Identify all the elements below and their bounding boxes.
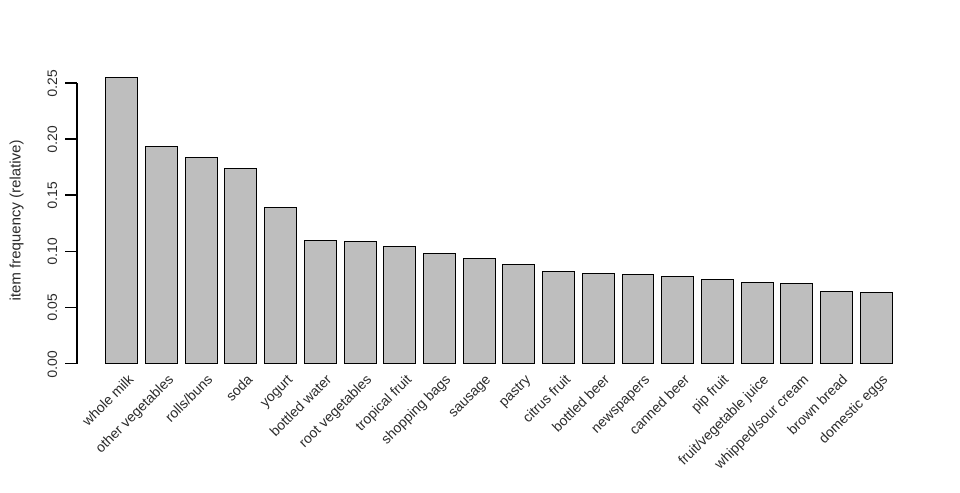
y-tick [65,82,77,84]
bar [780,283,814,364]
bar-slot [301,0,341,364]
bar [859,292,893,364]
bar [224,167,258,364]
y-axis-line [76,83,78,364]
bar [343,241,377,364]
bar [581,273,615,364]
bar-slot [737,0,777,364]
bar-slot [539,0,579,364]
bar-slot [142,0,182,364]
bar-slot [181,0,221,364]
x-tick-label: sausage [444,371,494,420]
bar [700,278,734,364]
y-tick-label: 0.15 [44,181,60,209]
bar-slot [856,0,896,364]
y-tick-label: 0.00 [44,349,60,378]
y-axis-title: item frequency (relative) [7,139,25,301]
y-tick [65,194,77,196]
y-tick-label: 0.05 [44,293,60,322]
bar [423,252,456,364]
y-tick-label: 0.10 [44,237,60,265]
bar-slot [221,0,261,364]
bar-slot [102,0,142,364]
y-tick [65,250,77,253]
bar [621,273,655,364]
bar [145,146,179,364]
bar-slot [380,0,420,364]
bar [462,258,496,364]
bar [184,157,218,364]
bar-slot [420,0,460,364]
bar [502,263,536,364]
bar-slot [459,0,499,364]
bar [264,206,298,364]
bar [105,76,139,364]
bar-slot [499,0,539,364]
bar [740,282,774,364]
y-tick [65,138,77,140]
bar [303,239,337,364]
bar [820,290,853,364]
bar-slot [261,0,301,364]
bar [383,245,417,364]
bar-slot [578,0,618,364]
y-tick [65,306,77,309]
x-tick-label: soda [222,371,256,404]
bar-slot [618,0,658,364]
y-tick [65,362,77,365]
bar-slot [658,0,698,364]
x-tick-label: pastry [494,371,534,410]
bar-slot [698,0,738,364]
y-tick-label: 0.25 [44,69,60,97]
bar [542,270,576,364]
bar-slot [777,0,817,364]
bar [661,276,695,364]
plot-area [102,0,896,364]
bar-slot [340,0,380,364]
x-tick-label: shopping bags [378,371,454,447]
bar-slot [817,0,857,364]
y-tick-label: 0.20 [44,125,60,153]
